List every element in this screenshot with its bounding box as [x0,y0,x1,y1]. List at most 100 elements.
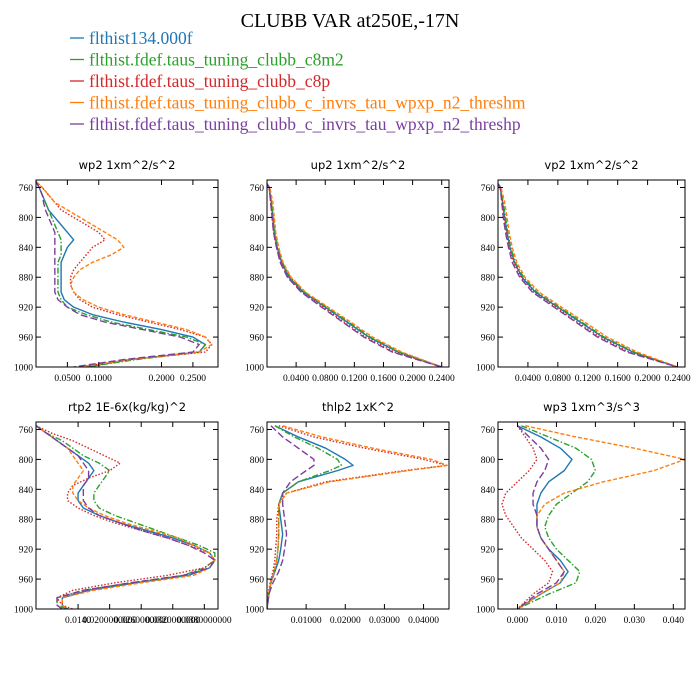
series-line [267,425,448,609]
x-tick-label: 0.0380000000 [177,616,232,626]
y-tick-label: 960 [19,576,34,586]
y-tick-label: 800 [19,214,34,224]
y-tick-label: 800 [250,456,265,466]
series-line [36,180,213,367]
series-line [267,183,442,367]
panel-title: wp3 1xm^3/s^3 [543,400,640,414]
y-tick-label: 880 [250,516,265,526]
legend-entry: flthist134.000f [89,28,193,48]
panel-title: thlp2 1xK^2 [322,400,394,414]
x-tick-label: 0.02000 [330,616,361,626]
y-tick-label: 1000 [14,364,33,374]
legend-entry: flthist.fdef.taus_tuning_clubb_c8p [89,71,330,91]
series-line [36,181,200,367]
series-line [36,425,216,609]
x-tick-label: 0.020 [585,616,607,626]
series-line [501,425,554,609]
y-tick-label: 840 [19,244,34,254]
chart-panels: wp2 1xm^2/s^2 760 800 840 880 920 960 1000 0.050… [14,158,691,626]
panel-title: wp2 1xm^2/s^2 [79,158,176,172]
y-tick-label: 800 [481,214,496,224]
series-line [36,180,213,367]
y-tick-label: 920 [481,546,496,556]
y-tick-label: 960 [19,334,34,344]
figure-title: CLUBB VAR at250E,-17N [241,10,460,32]
x-tick-label: 0.0800 [545,374,571,384]
x-tick-label: 0.0260000000 [114,616,169,626]
chart-panel: wp2 1xm^2/s^2 760 800 840 880 920 960 1000 0.050… [14,158,219,384]
x-tick-label: 0.0140 [65,616,91,626]
y-tick-label: 880 [19,274,34,284]
series-line [516,425,565,609]
y-tick-label: 760 [250,426,265,436]
x-tick-label: 0.010 [546,616,568,626]
y-tick-label: 960 [481,334,496,344]
x-tick-label: 0.01000 [291,616,322,626]
x-tick-label: 0.0400 [283,374,309,384]
chart-panel: rtp2 1E-6x(kg/kg)^2 760 800 840 880 920 960 100… [14,400,232,626]
x-tick-label: 0.040 [663,616,685,626]
legend-entry: flthist.fdef.taus_tuning_clubb_c_invrs_t… [89,114,521,134]
series-line [36,181,207,367]
y-tick-label: 840 [481,486,496,496]
y-tick-label: 760 [19,426,34,436]
x-tick-label: 0.030 [624,616,646,626]
plot-frame [266,421,450,610]
x-tick-label: 0.0200000000 [82,616,137,626]
x-tick-label: 0.2400 [429,374,455,384]
x-tick-label: 0.04000 [408,616,439,626]
x-tick-label: 0.1600 [370,374,396,384]
y-tick-label: 960 [250,334,265,344]
series-line [36,425,216,609]
plot-frame [35,421,219,610]
y-tick-label: 1000 [476,606,495,616]
y-tick-label: 880 [481,274,496,284]
x-tick-label: 0.0800 [312,374,338,384]
y-tick-label: 1000 [245,606,264,616]
x-tick-label: 0.1200 [341,374,367,384]
chart-panel: vp2 1xm^2/s^2 760 800 840 880 920 960 1000 0.040… [476,158,691,384]
y-tick-label: 880 [19,516,34,526]
x-tick-label: 0.03000 [369,616,400,626]
y-tick-label: 840 [250,244,265,254]
y-tick-label: 880 [481,516,496,526]
panel-title: vp2 1xm^2/s^2 [544,158,638,172]
series-line [498,183,678,367]
x-tick-label: 0.0400 [515,374,541,384]
y-tick-label: 800 [250,214,265,224]
plot-frame [266,179,450,368]
x-tick-label: 0.2500 [180,374,206,384]
panel-title: rtp2 1E-6x(kg/kg)^2 [68,400,186,414]
y-tick-label: 1000 [476,364,495,374]
y-tick-label: 960 [481,576,496,586]
series-line [517,425,597,609]
series-line [267,183,442,367]
chart-panel: wp3 1xm^3/s^3 760 800 840 880 920 960 1000 0.000… [476,400,686,626]
plot-frame [35,179,219,368]
x-tick-label: 0.2000 [400,374,426,384]
y-tick-label: 800 [19,456,34,466]
series-line [36,181,207,367]
x-tick-label: 0.0320000000 [145,616,200,626]
legend-entry: flthist.fdef.taus_tuning_clubb_c8m2 [89,50,344,70]
y-tick-label: 920 [19,546,34,556]
y-tick-label: 760 [19,184,34,194]
x-tick-label: 0.0500 [54,374,80,384]
y-tick-label: 800 [481,456,496,466]
x-tick-label: 0.2400 [664,374,690,384]
series-line [267,425,448,609]
series-line [517,425,573,609]
x-tick-label: 0.000 [507,616,529,626]
series-line [36,425,216,609]
y-tick-label: 840 [250,486,265,496]
y-tick-label: 920 [250,546,265,556]
y-tick-label: 920 [481,304,496,314]
legend: flthist134.000fflthist.fdef.taus_tuning_… [70,28,526,134]
x-tick-label: 0.1200 [575,374,601,384]
y-tick-label: 920 [19,304,34,314]
y-tick-label: 880 [250,274,265,284]
y-tick-label: 1000 [14,606,33,616]
y-tick-label: 960 [250,576,265,586]
series-line [267,425,315,609]
